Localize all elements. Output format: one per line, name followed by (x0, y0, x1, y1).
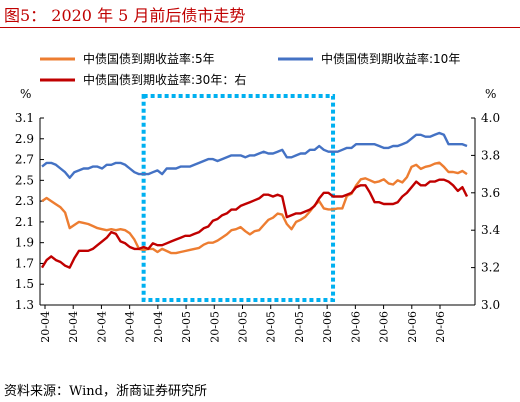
right-tick-label-3: 3.6 (481, 186, 500, 200)
left-tick-label-5: 2.3 (15, 194, 34, 208)
legend-label-10y: 中债国债到期收益率:10年 (321, 51, 460, 66)
right-tick-label-1: 3.2 (481, 261, 500, 275)
x-tick-label-5: 20-05 (180, 311, 193, 343)
legend: 中债国债到期收益率:5年 中债国债到期收益率:10年 中债国债到期收益率:30年… (40, 51, 460, 87)
left-axis-unit: % (20, 87, 31, 101)
x-tick-label-12: 20-06 (378, 311, 391, 343)
right-axis-unit: % (485, 87, 496, 101)
x-tick-label-11: 20-06 (349, 311, 362, 343)
left-tick-label-1: 1.5 (15, 277, 34, 291)
series-line-1 (41, 131, 468, 180)
left-tick-label-4: 2.1 (15, 215, 34, 229)
right-tick-label-0: 3.0 (481, 298, 500, 312)
source-note: 资料来源：Wind，浙商证券研究所 (4, 384, 207, 399)
x-tick-label-1: 20-04 (67, 311, 80, 343)
figure-title: 图5： 2020 年 5 月前后债市走势 (4, 6, 246, 25)
left-axis-ticks: 1.3 1.5 1.7 1.9 2.1 2.3 2.5 2.7 2.9 3.1 (15, 111, 44, 312)
right-tick-label-2: 3.4 (481, 223, 500, 237)
right-tick-label-4: 3.8 (481, 148, 500, 162)
x-tick-label-14: 20-06 (434, 311, 447, 343)
x-tick-label-0: 20-04 (39, 311, 52, 343)
x-tick-label-10: 20-06 (321, 311, 334, 343)
left-tick-label-9: 3.1 (15, 111, 34, 125)
x-axis-ticks: 20-04 20-04 20-04 20-04 20-04 20-05 20-05 20-05… (39, 305, 447, 343)
x-tick-label-9: 20-05 (293, 311, 306, 343)
left-tick-label-8: 2.9 (15, 132, 34, 146)
x-tick-label-6: 20-05 (208, 311, 221, 343)
right-tick-label-5: 4.0 (481, 111, 500, 125)
left-tick-label-0: 1.3 (15, 298, 34, 312)
legend-label-30y: 中债国债到期收益率:30年：右 (83, 72, 246, 87)
series-line-0 (41, 161, 468, 255)
series-lines (40, 131, 469, 269)
x-tick-label-8: 20-05 (265, 311, 278, 343)
left-tick-label-3: 1.9 (15, 236, 34, 250)
x-tick-label-7: 20-05 (237, 311, 250, 343)
left-tick-label-6: 2.5 (15, 173, 34, 187)
x-tick-label-3: 20-04 (124, 311, 137, 343)
series-line-2 (40, 178, 469, 269)
title-divider (0, 27, 520, 28)
legend-label-5y: 中债国债到期收益率:5年 (83, 51, 215, 66)
right-axis-ticks: 3.0 3.2 3.4 3.6 3.8 4.0 (471, 111, 500, 312)
x-tick-label-13: 20-06 (406, 311, 419, 343)
x-tick-label-4: 20-04 (152, 311, 165, 343)
left-tick-label-7: 2.7 (15, 153, 34, 167)
x-tick-label-2: 20-04 (95, 311, 108, 343)
left-tick-label-2: 1.7 (15, 256, 34, 270)
highlight-box (141, 94, 336, 302)
